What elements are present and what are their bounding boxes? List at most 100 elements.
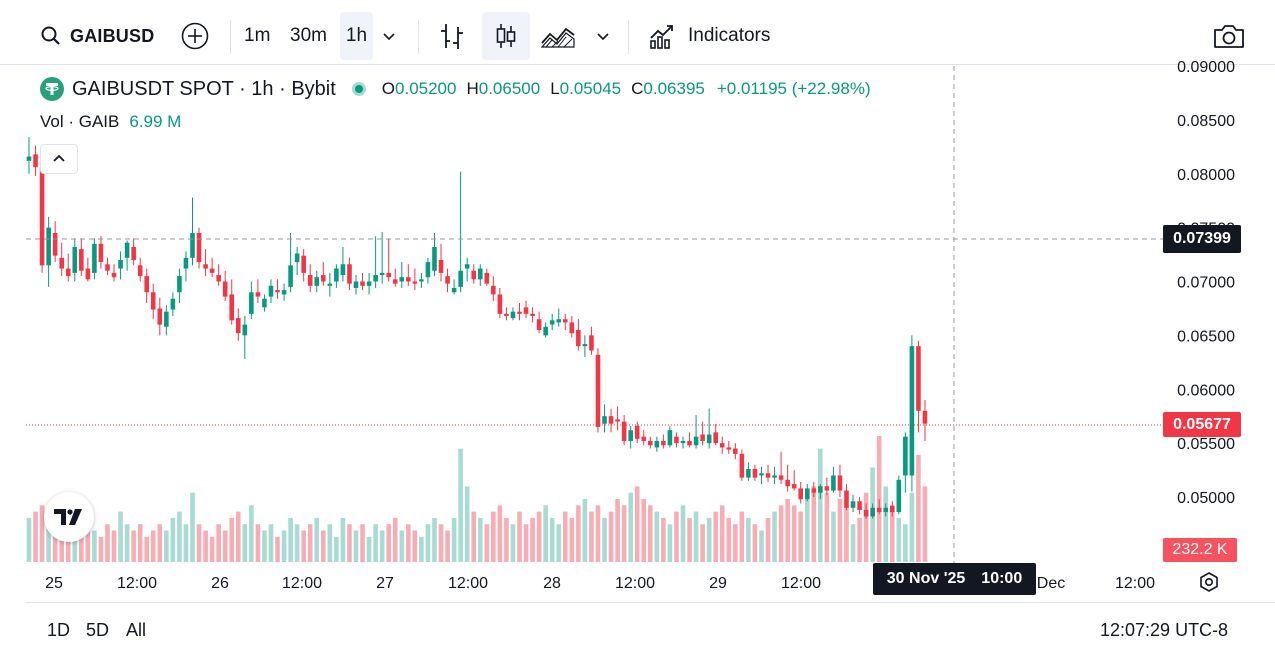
candle-body xyxy=(242,324,248,336)
symbol-search-text[interactable]: GAIBUSD xyxy=(70,25,155,46)
candlesticks xyxy=(26,137,928,519)
axis-settings-button[interactable] xyxy=(1198,571,1220,598)
volume-bar xyxy=(549,517,555,562)
candles-chart-type-button[interactable] xyxy=(482,12,530,60)
candle-body xyxy=(353,281,359,288)
candle-body xyxy=(693,436,699,446)
collapse-legend-button[interactable] xyxy=(40,144,78,174)
volume-bar xyxy=(772,511,777,562)
range-1d-button[interactable]: 1D xyxy=(47,620,71,640)
tether-logo-icon xyxy=(40,77,64,101)
candle-body xyxy=(844,490,849,508)
toolbar-separator xyxy=(418,20,419,54)
candlestick-icon xyxy=(496,24,516,48)
chevron-down-icon xyxy=(383,33,395,41)
volume-bar xyxy=(85,524,91,562)
volume-bar xyxy=(706,517,712,562)
volume-bar xyxy=(667,524,673,562)
time-tick-label: 12:00 xyxy=(615,575,655,592)
candle-body xyxy=(523,307,529,314)
candle-body xyxy=(562,319,568,323)
volume-bar xyxy=(464,486,470,562)
symbol-search[interactable]: GAIBUSD xyxy=(40,12,154,60)
last-price-badge: 0.05677 xyxy=(1163,412,1241,437)
volume-bar xyxy=(379,530,385,562)
candle-body xyxy=(510,311,516,319)
candle-body xyxy=(772,475,777,478)
candle-body xyxy=(759,473,764,476)
candle-body xyxy=(98,243,104,263)
interval-30m-button[interactable]: 30m xyxy=(290,25,327,46)
legend-symbol[interactable]: GAIBUSDT SPOT · 1h · Bybit xyxy=(72,77,336,100)
candle-body xyxy=(301,255,306,273)
candle-body xyxy=(209,268,215,273)
interval-dropdown-button[interactable] xyxy=(382,12,396,60)
candle-body xyxy=(648,440,653,446)
volume-bar xyxy=(765,517,771,562)
candle-body xyxy=(903,436,908,476)
compare-symbol-button[interactable] xyxy=(180,12,210,60)
candle-body xyxy=(576,329,581,347)
time-tick-label: 27 xyxy=(376,575,394,592)
candle-body xyxy=(52,233,58,256)
candle-body xyxy=(72,247,78,273)
timezone-clock[interactable]: 12:07:29 UTC-8 xyxy=(1100,620,1229,640)
candle-body xyxy=(464,264,470,269)
candle-body xyxy=(896,479,902,513)
volume-bar xyxy=(275,536,280,562)
volume-bar xyxy=(739,511,745,562)
camera-icon xyxy=(1214,25,1244,48)
range-5d-button[interactable]: 5D xyxy=(86,620,110,640)
price-axis[interactable]: 0.090000.085000.080000.075000.070000.065… xyxy=(1177,59,1235,507)
volume-bar xyxy=(726,517,732,562)
volume-legend: Vol · GAIB 6.99 M xyxy=(40,112,181,132)
indicators-button[interactable]: Indicators xyxy=(648,12,770,60)
candle-body xyxy=(733,448,738,454)
volume-badge: 232.2 K xyxy=(1163,538,1237,562)
time-axis[interactable]: 25 12:00 26 12:00 27 12:00 28 12:00 29 12:00 Dec 12… xyxy=(45,575,1155,592)
candle-body xyxy=(484,272,490,284)
interval-1m-button[interactable]: 1m xyxy=(244,25,271,46)
candle-body xyxy=(687,440,692,446)
indicators-icon xyxy=(650,25,673,49)
indicators-label[interactable]: Indicators xyxy=(688,25,771,46)
volume-bar xyxy=(876,436,882,562)
range-all-button[interactable]: All xyxy=(126,620,147,640)
crosshair-price-badge: 0.07399 xyxy=(1163,225,1241,253)
candle-body xyxy=(543,326,548,336)
candle-body xyxy=(65,268,71,277)
candle-body xyxy=(321,275,326,282)
volume-bar xyxy=(628,492,633,562)
candle-body xyxy=(190,233,195,258)
volume-bar xyxy=(26,517,32,562)
time-tick-label: 12:00 xyxy=(117,575,157,592)
volume-bar xyxy=(713,511,718,562)
bar-chart-type-button[interactable] xyxy=(438,12,466,60)
volume-bar xyxy=(504,517,509,562)
search-icon xyxy=(41,26,60,45)
time-tick-label: 12:00 xyxy=(448,575,488,592)
candle-body xyxy=(314,277,320,286)
volume-bar xyxy=(654,511,660,562)
candle-body xyxy=(850,501,856,508)
candle-body xyxy=(700,434,705,441)
tradingview-logo-icon xyxy=(54,509,82,525)
area-chart-type-button[interactable] xyxy=(540,12,576,60)
candle-body xyxy=(876,507,882,513)
volume-bar xyxy=(340,517,346,562)
chart-type-dropdown-button[interactable] xyxy=(596,12,610,60)
snapshot-button[interactable] xyxy=(1212,12,1246,60)
close-value: 0.06395 xyxy=(643,79,705,98)
candle-body xyxy=(556,319,562,323)
candle-body xyxy=(739,453,745,478)
candle-body xyxy=(105,264,110,271)
candle-body xyxy=(504,313,509,316)
interval-1h-button[interactable]: 1h xyxy=(340,12,373,60)
time-tick-label: 12:00 xyxy=(781,575,821,592)
tradingview-logo[interactable] xyxy=(44,492,94,542)
volume-bar xyxy=(419,536,424,562)
volume-bar xyxy=(798,511,804,562)
candle-body xyxy=(634,425,640,439)
volume-bar xyxy=(602,517,607,562)
